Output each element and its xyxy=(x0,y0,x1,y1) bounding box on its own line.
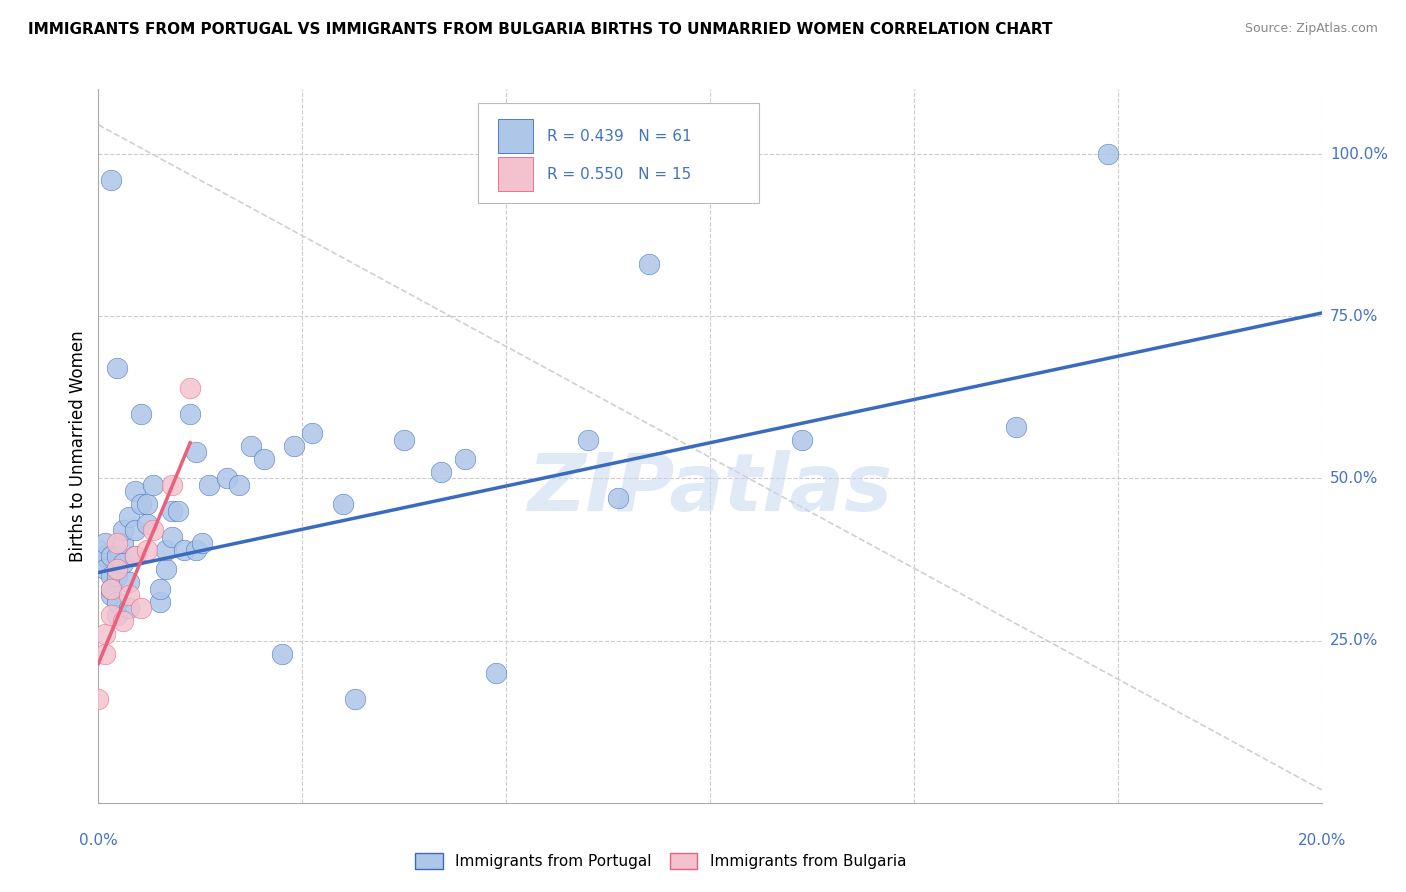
Point xyxy=(100,607,122,622)
Point xyxy=(430,465,453,479)
Text: R = 0.550   N = 15: R = 0.550 N = 15 xyxy=(547,167,692,182)
Point xyxy=(100,549,122,564)
Point xyxy=(124,549,146,564)
Point xyxy=(118,601,141,615)
Point xyxy=(111,536,134,550)
Point xyxy=(105,361,128,376)
Point xyxy=(87,692,110,706)
Point xyxy=(100,582,122,596)
Point xyxy=(105,549,128,564)
Text: ZIPatlas: ZIPatlas xyxy=(527,450,893,528)
Point xyxy=(124,524,146,538)
Point xyxy=(576,433,599,447)
Point xyxy=(93,627,115,641)
Point xyxy=(93,647,115,661)
Point xyxy=(186,542,208,557)
Point xyxy=(100,173,122,187)
Text: R = 0.439   N = 61: R = 0.439 N = 61 xyxy=(547,128,692,144)
Point xyxy=(173,542,195,557)
Text: Source: ZipAtlas.com: Source: ZipAtlas.com xyxy=(1244,22,1378,36)
Point xyxy=(118,588,141,602)
Point xyxy=(93,536,115,550)
Point xyxy=(129,407,152,421)
Point xyxy=(136,516,159,531)
Point xyxy=(607,491,630,505)
Point xyxy=(105,607,128,622)
Point xyxy=(160,530,183,544)
FancyBboxPatch shape xyxy=(498,120,533,153)
Point xyxy=(454,452,477,467)
FancyBboxPatch shape xyxy=(498,157,533,191)
Point xyxy=(105,595,128,609)
Point xyxy=(105,562,128,576)
Point xyxy=(228,478,250,492)
Text: IMMIGRANTS FROM PORTUGAL VS IMMIGRANTS FROM BULGARIA BIRTHS TO UNMARRIED WOMEN C: IMMIGRANTS FROM PORTUGAL VS IMMIGRANTS F… xyxy=(28,22,1053,37)
Point xyxy=(124,484,146,499)
Point xyxy=(87,542,110,557)
Point xyxy=(93,562,115,576)
Y-axis label: Births to Unmarried Women: Births to Unmarried Women xyxy=(69,330,87,562)
Text: 0.0%: 0.0% xyxy=(79,833,118,848)
Point xyxy=(155,542,177,557)
Point xyxy=(100,568,122,582)
Point xyxy=(155,562,177,576)
Point xyxy=(301,425,323,440)
Point xyxy=(637,257,661,271)
Point xyxy=(142,478,165,492)
Point xyxy=(129,497,152,511)
Point xyxy=(160,478,183,492)
Point xyxy=(283,439,305,453)
Point xyxy=(332,497,354,511)
Point xyxy=(93,549,115,564)
Point xyxy=(252,452,274,467)
Text: 75.0%: 75.0% xyxy=(1330,309,1378,324)
Point xyxy=(111,614,134,628)
Text: 25.0%: 25.0% xyxy=(1330,633,1378,648)
Point xyxy=(215,471,238,485)
Point xyxy=(105,568,128,582)
Point xyxy=(105,536,128,550)
Legend: Immigrants from Portugal, Immigrants from Bulgaria: Immigrants from Portugal, Immigrants fro… xyxy=(409,847,912,875)
Point xyxy=(790,433,813,447)
Point xyxy=(111,524,134,538)
Point xyxy=(111,556,134,570)
Point xyxy=(118,575,141,590)
Point xyxy=(129,601,152,615)
Point xyxy=(1004,419,1026,434)
Point xyxy=(179,407,201,421)
Text: 100.0%: 100.0% xyxy=(1330,146,1388,161)
Point xyxy=(240,439,263,453)
Point xyxy=(100,588,122,602)
Point xyxy=(87,556,110,570)
Text: 20.0%: 20.0% xyxy=(1298,833,1346,848)
Point xyxy=(100,582,122,596)
Point xyxy=(124,549,146,564)
Point xyxy=(392,433,416,447)
Point xyxy=(118,510,141,524)
Point xyxy=(270,647,292,661)
Point xyxy=(142,524,165,538)
FancyBboxPatch shape xyxy=(478,103,759,203)
Point xyxy=(149,595,172,609)
Point xyxy=(197,478,219,492)
Point xyxy=(1097,147,1119,161)
Point xyxy=(136,542,159,557)
Point xyxy=(186,445,208,459)
Point xyxy=(485,666,508,681)
Point xyxy=(191,536,214,550)
Point xyxy=(344,692,367,706)
Point xyxy=(167,504,190,518)
Point xyxy=(179,381,201,395)
Point xyxy=(160,504,183,518)
Point xyxy=(136,497,159,511)
Text: 50.0%: 50.0% xyxy=(1330,471,1378,486)
Point xyxy=(149,582,172,596)
